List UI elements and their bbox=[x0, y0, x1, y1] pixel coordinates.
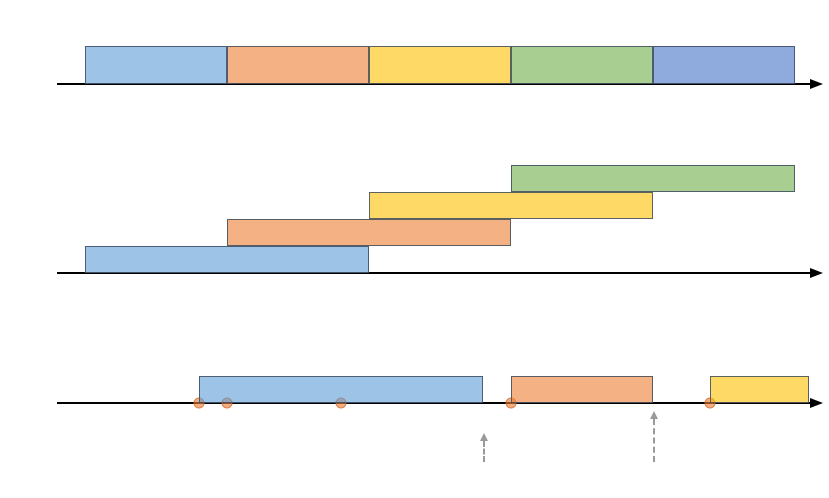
window-bar bbox=[85, 46, 227, 84]
window-bar bbox=[709, 376, 810, 403]
axis-arrowhead-icon bbox=[810, 79, 823, 89]
session-close-arrow-icon bbox=[479, 433, 488, 441]
window-bar bbox=[511, 376, 653, 403]
window-bar bbox=[227, 219, 511, 246]
session-close-arrow-icon bbox=[650, 411, 658, 419]
window-bar bbox=[511, 165, 795, 192]
time-axis bbox=[57, 402, 812, 404]
axis-arrowhead-icon bbox=[810, 398, 823, 408]
session-close-arrow-stem bbox=[653, 419, 655, 462]
window-bar bbox=[369, 46, 511, 84]
time-axis bbox=[57, 83, 812, 85]
window-bar bbox=[85, 246, 369, 273]
time-axis bbox=[57, 272, 812, 274]
window-bar bbox=[227, 46, 369, 84]
window-bar bbox=[653, 46, 795, 84]
axis-arrowhead-icon bbox=[810, 268, 823, 278]
window-bar bbox=[511, 46, 653, 84]
session-close-arrow-stem bbox=[482, 441, 485, 462]
window-bar bbox=[198, 376, 483, 403]
window-bar bbox=[369, 192, 653, 219]
